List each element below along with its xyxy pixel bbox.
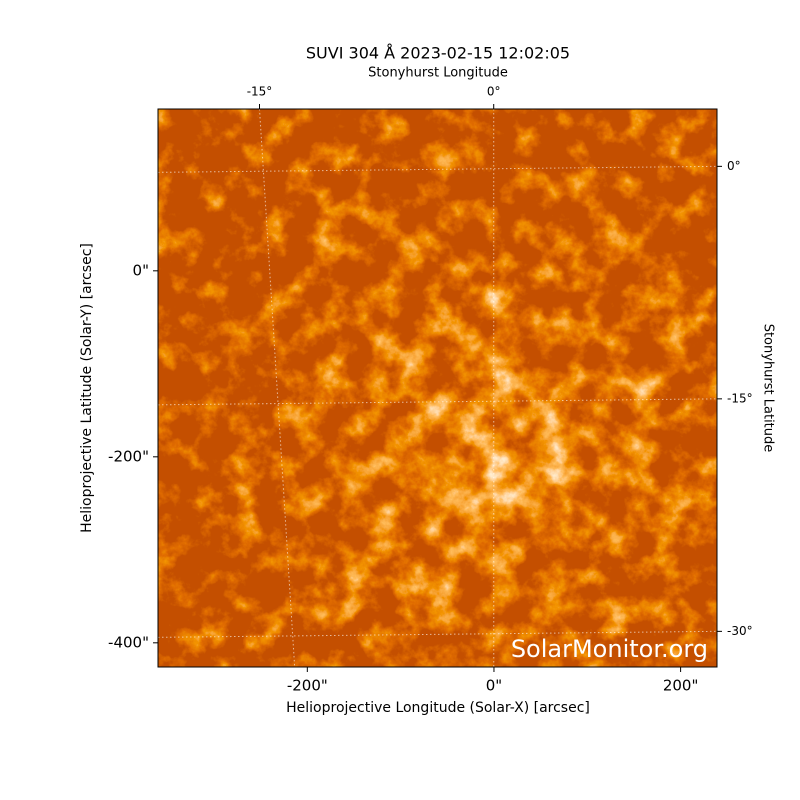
- x-tick-label: -200": [287, 677, 328, 695]
- top-axis-label: Stonyhurst Longitude: [368, 66, 508, 81]
- x-tick-label: 0": [486, 677, 502, 695]
- top-tick-label: 0°: [487, 85, 501, 99]
- parallel-grid-line: [157, 398, 718, 406]
- y-tick-label: -200": [108, 447, 149, 465]
- parallel-grid-line: [157, 165, 718, 173]
- y-axis-label: Helioprojective Latitude (Solar-Y) [arcs…: [79, 243, 95, 533]
- x-tick-label: 200": [663, 677, 699, 695]
- right-tick-label: -30°: [727, 624, 753, 638]
- parallel-grid-line: [157, 630, 718, 638]
- right-tick-label: 0°: [727, 159, 741, 173]
- watermark: SolarMonitor.org: [511, 635, 708, 663]
- top-tick-label: -15°: [247, 85, 273, 99]
- y-tick-label: -400": [108, 633, 149, 651]
- chart-title: SUVI 304 Å 2023-02-15 12:02:05: [306, 44, 570, 63]
- x-axis-label: Helioprojective Longitude (Solar-X) [arc…: [286, 700, 590, 716]
- right-tick-label: -15°: [727, 391, 753, 405]
- meridian-grid-line: [258, 108, 296, 668]
- solar-image: [158, 109, 717, 667]
- plot-frame: [157, 108, 718, 668]
- right-axis-label: Stonyhurst Latitude: [761, 324, 776, 453]
- y-tick-label: 0": [133, 261, 149, 279]
